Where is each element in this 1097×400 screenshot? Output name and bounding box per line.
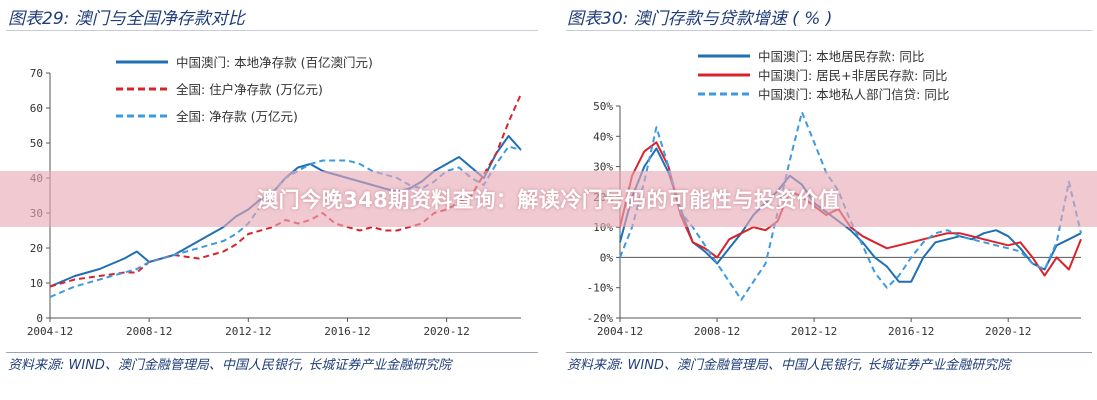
x-tick-label: 2004-12 [27,325,73,338]
series-line-2 [49,145,522,298]
legend-label-2: 中国澳门: 本地私人部门信贷: 同比 [758,87,949,102]
x-tick-label: 2008-12 [694,325,740,338]
right-title-rule [566,30,1092,31]
y-tick-label: 30% [593,161,613,174]
legend-label-0: 中国澳门: 本地净存款 (百亿澳门元) [176,55,373,70]
left-title-rule [6,30,538,31]
right-chart-plot: -20%-10%0%10%20%30%40%50%2004-122008-122… [587,49,1082,338]
series-line-1 [619,141,1082,277]
x-tick-label: 2012-12 [225,325,271,338]
y-tick-label: 50% [593,100,613,113]
left-source-note: 资料来源: WIND、澳门金融管理局、中国人民银行, 长城证券产业金融研究院 [8,358,452,373]
series-line-2 [619,111,1082,301]
y-tick-label: 10 [30,277,43,290]
left-footer-rule [6,352,538,353]
right-source-note: 资料来源: WIND、澳门金融管理局、中国人民银行, 长城证券产业金融研究院 [567,358,1011,373]
y-tick-label: 20 [30,242,43,255]
y-tick-label: 60 [30,102,43,115]
y-tick-label: -20% [587,312,614,325]
x-tick-label: 2016-12 [324,325,370,338]
x-tick-label: 2004-12 [597,325,643,338]
left-chart-title: 图表29: 澳门与全国净存款对比 [8,9,245,29]
legend-label-1: 中国澳门: 居民+非居民存款: 同比 [758,68,947,83]
legend-label-1: 全国: 住户净存款 (万亿元) [176,82,323,97]
x-tick-label: 2020-12 [985,325,1031,338]
y-tick-label: 0 [36,312,43,325]
y-tick-label: 0% [600,251,614,264]
y-tick-label: -10% [587,282,614,295]
y-tick-label: 50 [30,137,43,150]
x-tick-label: 2016-12 [888,325,934,338]
x-tick-label: 2012-12 [791,325,837,338]
right-footer-rule [566,352,1092,353]
y-tick-label: 40% [593,130,613,143]
overlay-banner-text: 澳门今晚348期资料查询：解读冷门号码的可能性与投资价值 [257,188,840,212]
legend-label-0: 中国澳门: 本地居民存款: 同比 [758,49,924,64]
right-chart-title: 图表30: 澳门存款与贷款增速 ( % ) [567,9,833,29]
y-tick-label: 70 [30,67,43,80]
x-tick-label: 2020-12 [423,325,469,338]
x-tick-label: 2008-12 [126,325,172,338]
overlay-banner: 澳门今晚348期资料查询：解读冷门号码的可能性与投资价值 [0,171,1097,227]
legend-label-2: 全国: 净存款 (万亿元) [176,109,298,124]
